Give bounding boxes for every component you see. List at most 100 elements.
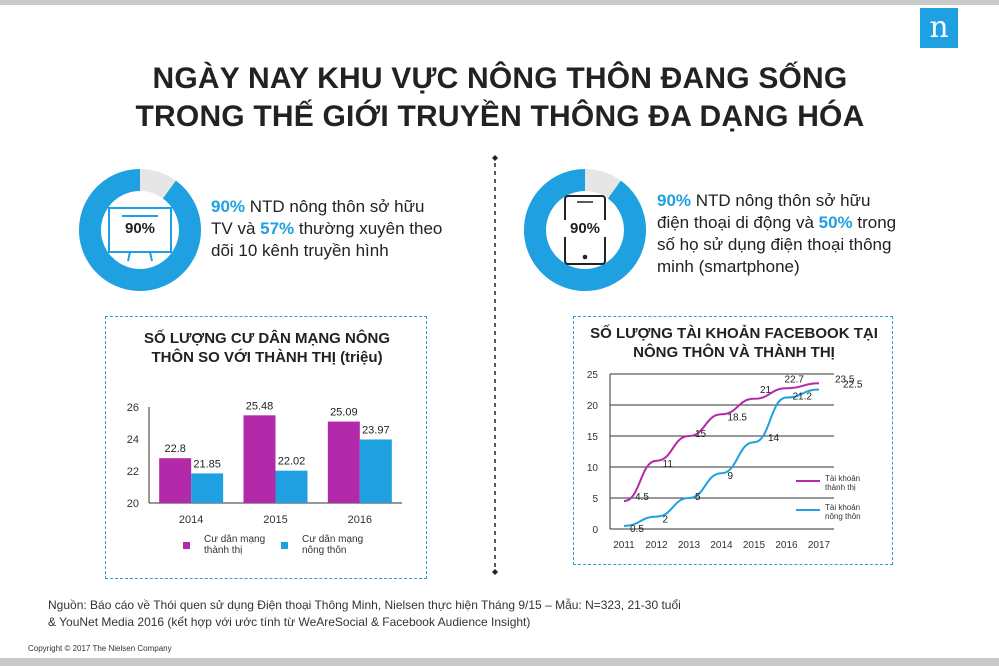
bar-y-tick-26: 26 [127, 402, 139, 414]
tv-percent-label: 90% [116, 220, 164, 237]
tv-stat-text: 90% NTD nông thôn sở hữu TV và 57% thườn… [211, 196, 481, 262]
bar-chart: 20 22 24 26 2014 22.8 21.85 2015 25.48 22.02 2016 2… [127, 400, 402, 549]
line-y-tick-25: 25 [587, 370, 599, 381]
line-label-rural-2013: 5 [695, 492, 701, 503]
line-y-tick-15: 15 [587, 432, 599, 443]
line-x-tick-2014: 2014 [710, 540, 733, 551]
line-label-urban-2016: 22.7 [785, 374, 805, 385]
line-chart-title: SỐ LƯỢNG TÀI KHOẢN FACEBOOK TẠI NÔNG THÔ… [574, 324, 894, 362]
bar-legend-urban-swatch [183, 542, 190, 549]
line-chart-box: SỐ LƯỢNG TÀI KHOẢN FACEBOOK TẠI NÔNG THÔ… [573, 316, 893, 565]
line-series-urban [623, 382, 820, 503]
phone-percent-label: 90% [563, 220, 607, 237]
line-chart-title-line-1: SỐ LƯỢNG TÀI KHOẢN FACEBOOK TẠI [590, 325, 878, 342]
tv-donut [79, 169, 201, 291]
bar-legend-urban-line-1: Cư dân mạng [204, 534, 266, 545]
bar-y-tick-22: 22 [127, 466, 139, 478]
page-title: NGÀY NAY KHU VỰC NÔNG THÔN ĐANG SỐNG TRO… [40, 60, 960, 136]
source-line-2: & YouNet Media 2016 (kết hợp với ước tín… [48, 615, 531, 629]
line-label-rural-2016: 21.2 [793, 392, 813, 403]
line-x-tick-2017: 2017 [808, 540, 831, 551]
top-bar [0, 0, 999, 5]
bar-label-rural-2016: 23.97 [362, 424, 390, 436]
line-y-tick-10: 10 [587, 463, 599, 474]
bar-label-urban-2014: 22.8 [164, 443, 185, 455]
line-label-rural-2017: 22.5 [843, 380, 863, 391]
bottom-bar [0, 658, 999, 666]
bar-legend-urban: Cư dân mạng thành thị [204, 534, 284, 556]
line-label-urban-2011: 4.5 [635, 492, 649, 503]
line-label-rural-2011: 0.5 [630, 524, 644, 535]
bar-rural-2015 [275, 470, 308, 503]
bar-label-urban-2016: 25.09 [330, 407, 358, 419]
phone-ring-fill [524, 169, 646, 291]
bar-legend-rural-line-1: Cư dân mạng [302, 534, 364, 545]
bar-label-rural-2014: 21.85 [193, 458, 221, 470]
line-x-tick-2012: 2012 [645, 540, 668, 551]
tv-stat-t3: thường xuyên theo [294, 219, 443, 238]
bar-x-tick-2015: 2015 [263, 514, 287, 526]
bar-chart-title-line-1: SỐ LƯỢNG CƯ DÂN MẠNG NÔNG [143, 330, 390, 347]
bar-label-rural-2015: 22.02 [278, 456, 306, 468]
bar-legend-rural-swatch [281, 542, 288, 549]
title-line-2: TRONG THẾ GIỚI TRUYỀN THÔNG ĐA DẠNG HÓA [135, 100, 865, 133]
line-label-urban-2012: 11 [663, 459, 674, 470]
line-x-tick-2015: 2015 [743, 540, 766, 551]
bar-urban-2014 [159, 458, 192, 503]
line-legend-rural: Tài khoản nông thôn [825, 503, 885, 521]
phone-stat-t4: số họ sử dụng điện thoại thông [657, 235, 892, 254]
source-footnote: Nguồn: Báo cáo về Thói quen sử dụng Điện… [48, 597, 948, 631]
bar-y-tick-24: 24 [127, 434, 139, 446]
line-x-tick-2016: 2016 [775, 540, 798, 551]
phone-stat-text: 90% NTD nông thôn sở hữu điện thoại di đ… [657, 190, 977, 278]
bar-label-urban-2015: 25.48 [246, 400, 274, 412]
line-label-urban-2015: 21 [760, 385, 772, 396]
line-legend-rural-line-1: Tài khoản [825, 503, 861, 512]
center-divider [492, 155, 498, 575]
phone-stat-hl2: 50% [818, 213, 853, 232]
tv-stat-t2: TV và [211, 219, 261, 238]
tv-icon [108, 207, 172, 262]
bar-chart-title-line-2: THÔN SO VỚI THÀNH THỊ (triệu) [151, 349, 383, 366]
bar-x-tick-2016: 2016 [348, 514, 372, 526]
line-x-tick-2011: 2011 [613, 540, 635, 551]
bar-x-tick-2014: 2014 [179, 514, 203, 526]
line-legend-urban: Tài khoản thành thị [825, 474, 885, 492]
tv-stat-hl2: 57% [260, 219, 295, 238]
line-y-tick-5: 5 [592, 494, 598, 505]
line-y-tick-0: 0 [592, 525, 598, 536]
bar-urban-2015 [243, 415, 276, 503]
line-label-rural-2015: 14 [768, 433, 780, 444]
line-legend-rural-line-2: nông thôn [825, 512, 861, 521]
bar-chart-title: SỐ LƯỢNG CƯ DÂN MẠNG NÔNG THÔN SO VỚI TH… [106, 329, 428, 367]
tv-ring-fill [79, 169, 201, 291]
title-line-1: NGÀY NAY KHU VỰC NÔNG THÔN ĐANG SỐNG [152, 62, 848, 95]
tv-stat-t1: NTD nông thôn sở hữu [245, 197, 425, 216]
bar-urban-2016 [327, 421, 360, 503]
tv-stat-t4: dõi 10 kênh truyền hình [211, 241, 389, 260]
bar-legend-rural: Cư dân mạng nông thôn [302, 534, 382, 556]
bar-rural-2014 [191, 473, 224, 503]
bar-rural-2016 [359, 439, 392, 503]
line-label-urban-2013: 15 [695, 429, 707, 440]
nielsen-logo: n [920, 8, 958, 48]
bar-legend-rural-line-2: nông thôn [302, 545, 347, 556]
phone-stat-t3: trong [852, 213, 897, 232]
line-y-tick-20: 20 [587, 401, 599, 412]
phone-stat-t2: điện thoại di động và [657, 213, 819, 232]
copyright: Copyright © 2017 The Nielsen Company [28, 644, 172, 653]
bar-y-tick-20: 20 [127, 498, 139, 510]
source-line-1: Nguồn: Báo cáo về Thói quen sử dụng Điện… [48, 598, 681, 612]
line-x-tick-2013: 2013 [678, 540, 701, 551]
line-label-rural-2014: 9 [728, 471, 734, 482]
line-series-rural [623, 388, 820, 527]
line-label-urban-2014: 18.5 [728, 412, 748, 423]
line-legend-urban-line-1: Tài khoản [825, 474, 861, 483]
line-chart-title-line-2: NÔNG THÔN VÀ THÀNH THỊ [633, 344, 835, 361]
phone-stat-hl1: 90% [657, 191, 692, 210]
line-label-rural-2012: 2 [663, 515, 669, 526]
line-legend-urban-line-2: thành thị [825, 483, 856, 492]
phone-stat-t5: minh (smartphone) [657, 257, 800, 276]
phone-stat-t1: NTD nông thôn sở hữu [691, 191, 871, 210]
